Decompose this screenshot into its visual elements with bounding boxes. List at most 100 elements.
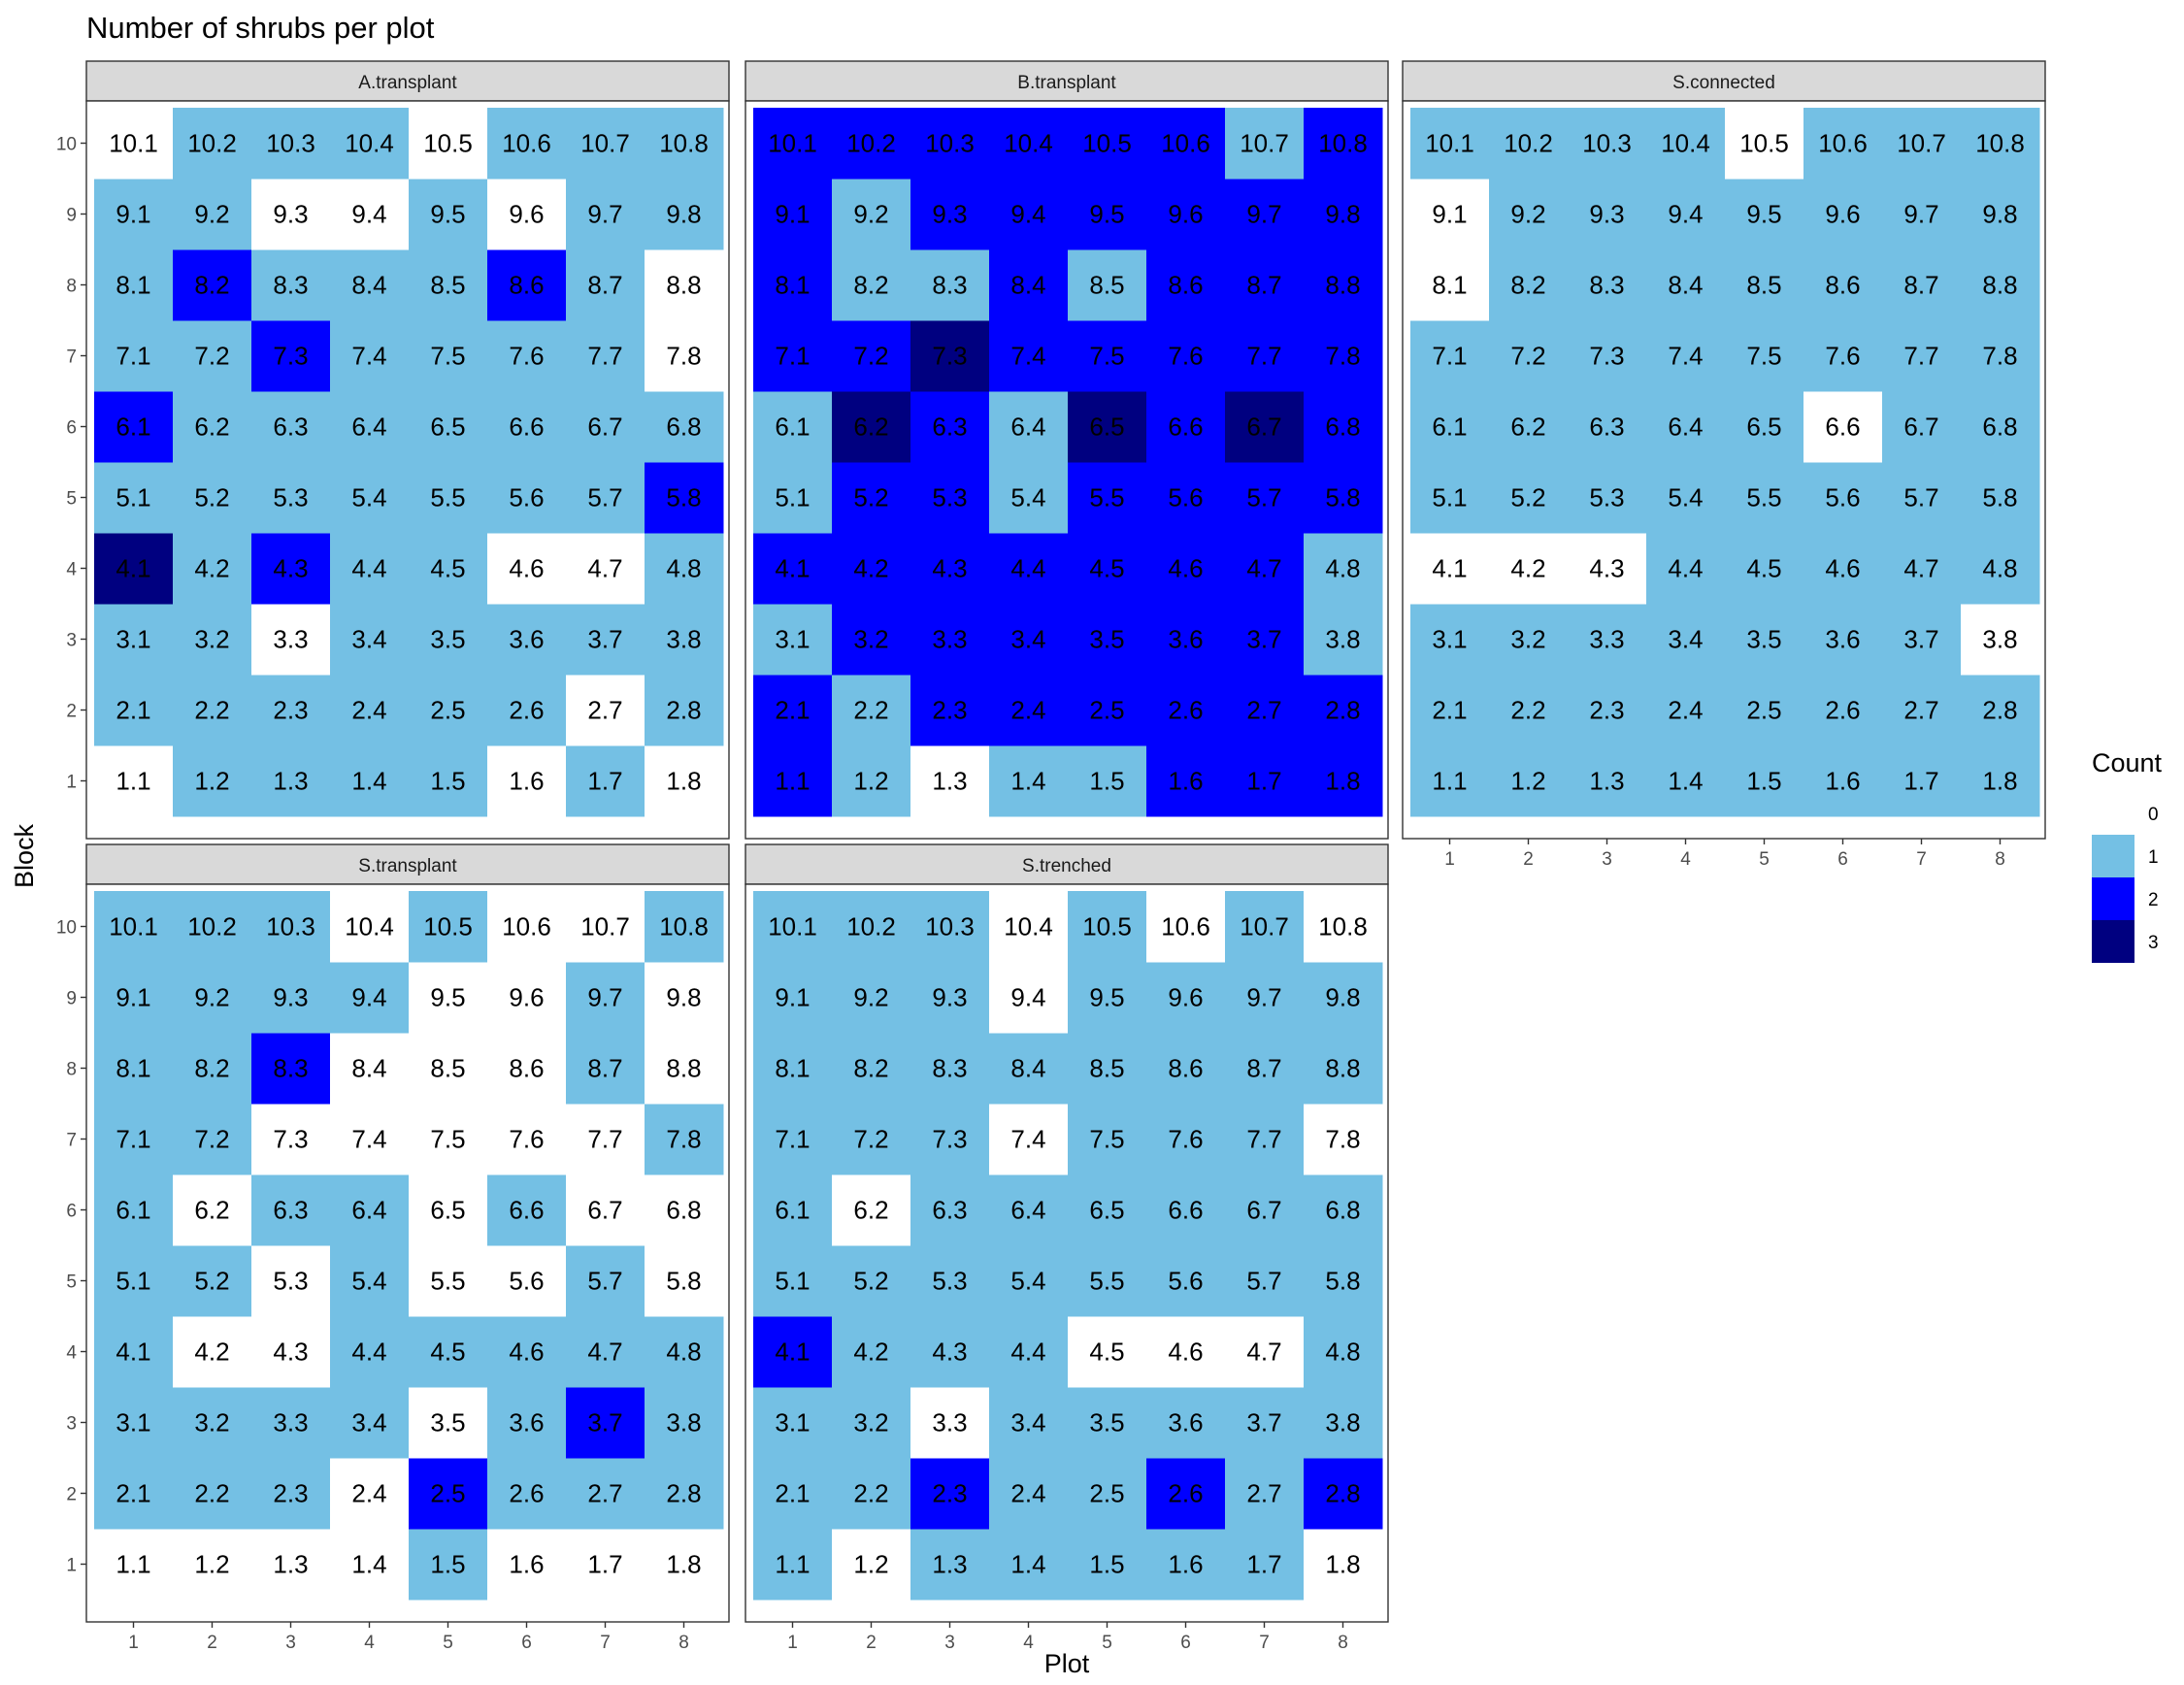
panel-border bbox=[85, 883, 730, 1623]
x-tick-label: 6 bbox=[1837, 849, 1848, 870]
heatmap-cell bbox=[1568, 249, 1647, 321]
cell-label: 4.4 bbox=[351, 1338, 386, 1367]
cell-label: 3.5 bbox=[430, 625, 465, 654]
x-tick-label: 5 bbox=[1759, 849, 1770, 870]
cell-label: 6.2 bbox=[194, 1196, 229, 1225]
heatmap-cell bbox=[753, 604, 833, 676]
heatmap-cell bbox=[910, 1458, 990, 1530]
cell-label: 7.2 bbox=[1510, 342, 1545, 371]
heatmap-cell bbox=[645, 391, 724, 463]
heatmap-cell bbox=[989, 1458, 1069, 1530]
heatmap-cell bbox=[910, 1104, 990, 1175]
y-tick-label: 5 bbox=[66, 1272, 77, 1293]
cell-label: 7.3 bbox=[273, 1125, 308, 1154]
heatmap-cell bbox=[753, 962, 833, 1034]
legend-label: 3 bbox=[2148, 933, 2159, 953]
heatmap-cell bbox=[487, 179, 567, 250]
heatmap-cell bbox=[832, 179, 911, 250]
cell-label: 4.4 bbox=[1010, 554, 1045, 583]
heatmap-cell bbox=[251, 891, 331, 963]
cell-label: 6.4 bbox=[351, 1196, 386, 1225]
heatmap-cell bbox=[330, 1174, 410, 1246]
heatmap-cell bbox=[1146, 1387, 1226, 1459]
panel-border bbox=[85, 100, 730, 840]
heatmap-cell bbox=[1068, 462, 1147, 534]
heatmap-cell bbox=[910, 745, 990, 817]
cell-label: 7.5 bbox=[430, 1125, 465, 1154]
cell-label: 4.7 bbox=[587, 554, 622, 583]
heatmap-cell bbox=[1961, 391, 2040, 463]
cell-label: 1.4 bbox=[1010, 767, 1045, 796]
cell-label: 8.8 bbox=[666, 1054, 701, 1083]
heatmap-cell bbox=[251, 1316, 331, 1388]
cell-label: 7.7 bbox=[1246, 1125, 1281, 1154]
cell-label: 9.8 bbox=[1982, 200, 2017, 229]
heatmap-cell bbox=[1225, 462, 1305, 534]
heatmap-cell bbox=[753, 1104, 833, 1175]
heatmap-cell bbox=[173, 1458, 252, 1530]
heatmap-cell bbox=[1304, 891, 1383, 963]
heatmap-cell bbox=[251, 462, 331, 534]
heatmap-cell bbox=[1068, 962, 1147, 1034]
cell-label: 2.3 bbox=[1589, 696, 1624, 725]
legend-title: Count bbox=[2092, 748, 2163, 777]
cell-label: 7.1 bbox=[116, 342, 150, 371]
heatmap-cell bbox=[1882, 108, 1962, 180]
cell-label: 6.4 bbox=[351, 413, 386, 442]
legend-key-3 bbox=[2092, 920, 2134, 963]
heatmap-cell bbox=[832, 1104, 911, 1175]
panel-strip-label: A.transplant bbox=[358, 73, 457, 93]
heatmap-cell bbox=[832, 462, 911, 534]
cell-label: 2.6 bbox=[1168, 1479, 1203, 1508]
cell-label: 5.5 bbox=[1089, 1267, 1124, 1296]
heatmap-cell bbox=[330, 249, 410, 321]
heatmap-cell bbox=[566, 745, 645, 817]
heatmap-cell bbox=[753, 179, 833, 250]
x-tick-label: 4 bbox=[1023, 1633, 1034, 1653]
legend-label: 0 bbox=[2148, 805, 2159, 825]
heatmap-cell bbox=[173, 745, 252, 817]
cell-label: 5.3 bbox=[932, 483, 967, 512]
heatmap-cell bbox=[330, 891, 410, 963]
cell-label: 8.4 bbox=[1010, 271, 1045, 300]
cell-label: 3.3 bbox=[932, 625, 967, 654]
heatmap-cell bbox=[1961, 533, 2040, 605]
heatmap-cell bbox=[94, 533, 174, 605]
heatmap-cell bbox=[1225, 1529, 1305, 1601]
cell-label: 7.6 bbox=[1168, 1125, 1203, 1154]
cell-label: 2.3 bbox=[932, 696, 967, 725]
heatmap-cell bbox=[910, 108, 990, 180]
cell-label: 4.7 bbox=[587, 1338, 622, 1367]
heatmap-cell bbox=[1146, 1174, 1226, 1246]
cell-label: 1.7 bbox=[1246, 767, 1281, 796]
cell-label: 10.7 bbox=[1897, 129, 1946, 158]
heatmap-cell bbox=[1304, 1529, 1383, 1601]
cell-label: 5.6 bbox=[1825, 483, 1860, 512]
cell-label: 6.2 bbox=[194, 413, 229, 442]
cell-label: 10.8 bbox=[659, 129, 709, 158]
x-tick-label: 3 bbox=[1602, 849, 1612, 870]
heatmap-cell bbox=[566, 249, 645, 321]
cell-label: 5.5 bbox=[430, 483, 465, 512]
cell-label: 3.3 bbox=[273, 625, 308, 654]
cell-label: 3.4 bbox=[1010, 1408, 1045, 1437]
cell-label: 7.8 bbox=[1325, 1125, 1360, 1154]
heatmap-cell bbox=[645, 604, 724, 676]
cell-label: 9.5 bbox=[1746, 200, 1781, 229]
heatmap-cell bbox=[1882, 391, 1962, 463]
heatmap-cell bbox=[832, 1033, 911, 1105]
heatmap-cell bbox=[330, 1316, 410, 1388]
heatmap-cell bbox=[94, 1174, 174, 1246]
heatmap-cell bbox=[753, 249, 833, 321]
cell-label: 6.8 bbox=[1325, 1196, 1360, 1225]
heatmap-cell bbox=[94, 1387, 174, 1459]
heatmap-cell bbox=[330, 462, 410, 534]
cell-label: 1.7 bbox=[587, 767, 622, 796]
cell-label: 1.8 bbox=[1325, 1550, 1360, 1579]
y-tick-label: 3 bbox=[66, 631, 77, 651]
heatmap-cell bbox=[1068, 1316, 1147, 1388]
heatmap-cell bbox=[1961, 675, 2040, 746]
cell-label: 4.3 bbox=[273, 554, 308, 583]
cell-label: 7.3 bbox=[273, 342, 308, 371]
cell-label: 9.6 bbox=[509, 983, 544, 1012]
